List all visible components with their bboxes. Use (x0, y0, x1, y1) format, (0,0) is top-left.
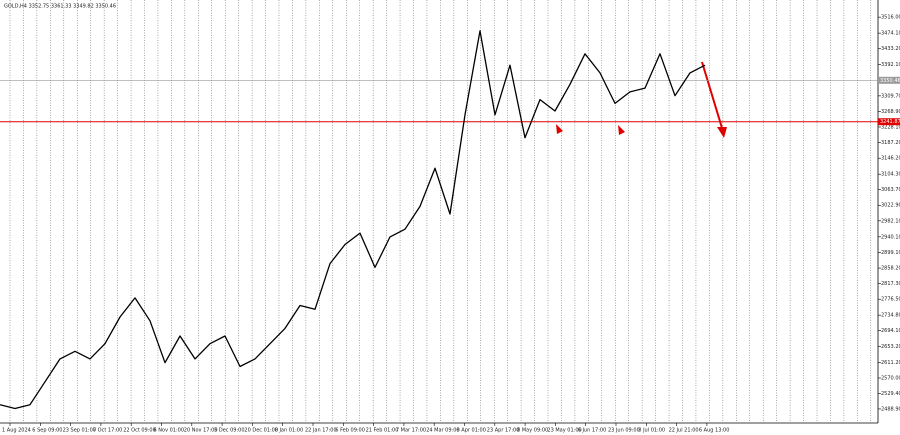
y-tick-label: 2982.10 (881, 218, 900, 224)
x-tick-label: 22 Oct 09:00 (123, 428, 156, 434)
x-tick-label: 6 Jun 17:00 (578, 428, 607, 434)
level-tag (878, 118, 900, 126)
level-label: 3241.87 (880, 119, 900, 125)
x-tick-label: 6 Feb 09:00 (335, 428, 365, 434)
y-tick-label: 2940.10 (881, 234, 900, 240)
x-tick-label: 24 Mar 09:00 (426, 428, 459, 434)
x-tick-label: 5 Dec 09:00 (214, 428, 244, 434)
x-tick-label: 8 Jul 01:00 (638, 428, 665, 434)
marker (556, 124, 563, 134)
x-tick-label: 6 Sep 09:00 (32, 428, 62, 434)
x-tick-label: 7 Oct 17:00 (93, 428, 122, 434)
y-tick-label: 2653.20 (881, 344, 900, 350)
y-tick-label: 2734.80 (881, 313, 900, 319)
annotations (556, 61, 727, 138)
forecast-arrow (701, 61, 723, 129)
y-tick-label: 2570.00 (881, 375, 900, 381)
x-tick-label: 23 May 01:00 (547, 428, 581, 434)
x-tick-label: 22 Jan 17:00 (305, 428, 337, 434)
x-tick-label: 8 May 09:00 (517, 428, 548, 434)
x-tick-label: 23 Sep 01:00 (63, 428, 96, 434)
y-tick-label: 3187.20 (881, 140, 900, 146)
price-line (0, 30, 706, 410)
x-tick-label: 20 Dec 01:00 (244, 428, 278, 434)
y-tick-label: 2817.30 (881, 281, 900, 287)
y-tick-label: 2899.10 (881, 250, 900, 256)
y-tick-label: 3228.10 (881, 124, 900, 130)
y-tick-label: 2488.90 (881, 406, 900, 412)
y-tick-label: 2529.40 (881, 391, 900, 397)
y-tick-label: 3063.70 (881, 187, 900, 193)
y-tick-label: 3516.00 (881, 15, 900, 21)
x-tick-label: 23 Apr 17:00 (487, 428, 520, 434)
chart-header: GOLD,H4 3352.75 3361.33 3349.82 3350.46 (4, 4, 116, 10)
x-tick-label: 22 Jul 21:00 (669, 428, 699, 434)
level-label: 3350.46 (880, 78, 900, 84)
y-tick-label: 3022.90 (881, 203, 900, 209)
x-tick-label: 8 Apr 01:00 (457, 428, 486, 434)
y-tick-label: 2694.10 (881, 328, 900, 334)
arrow-head (717, 127, 727, 138)
x-tick-label: 7 Mar 17:00 (396, 428, 426, 434)
x-tick-label: 20 Nov 17:00 (184, 428, 218, 434)
y-tick-label: 2776.50 (881, 297, 900, 303)
y-tick-label: 3392.10 (881, 62, 900, 68)
marker (618, 125, 625, 135)
y-tick-label: 3474.10 (881, 31, 900, 37)
y-tick-label: 2858.20 (881, 266, 900, 272)
x-tick-label: 6 Nov 01:00 (154, 428, 185, 434)
y-tick-label: 3309.70 (881, 93, 900, 99)
y-tick-label: 3433.20 (881, 46, 900, 52)
x-tick-label: 6 Aug 13:00 (699, 428, 730, 434)
x-tick-label: 1 Aug 2024 (2, 428, 31, 434)
x-tick-label: 8 Jan 01:00 (275, 428, 303, 434)
level-tag (878, 76, 900, 84)
x-tick-label: 21 Feb 01:00 (366, 428, 399, 434)
vertical-grid (9, 0, 872, 423)
y-tick-label: 3146.20 (881, 156, 900, 162)
y-tick-label: 3104.30 (881, 172, 900, 178)
y-tick-label: 2611.20 (881, 360, 900, 366)
x-tick-label: 23 Jun 09:00 (608, 428, 640, 434)
y-tick-label: 3268.90 (881, 109, 900, 115)
